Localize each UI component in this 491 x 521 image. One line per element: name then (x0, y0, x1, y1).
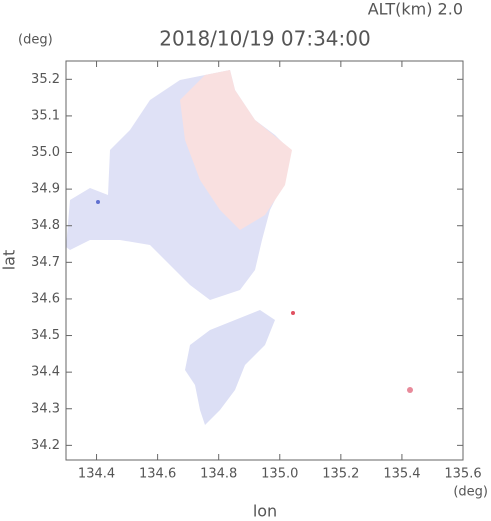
y-tick-label: 35.1 (31, 108, 60, 123)
x-unit: (deg) (453, 485, 488, 500)
x-tick-label: 134.8 (200, 467, 237, 482)
y-tick-label: 35.2 (31, 72, 60, 87)
x-tick-label: 135.0 (261, 467, 298, 482)
x-tick-label: 134.6 (139, 467, 176, 482)
x-tick-label: 135.2 (322, 467, 359, 482)
y-unit: (deg) (18, 33, 53, 48)
y-tick-label: 34.5 (31, 328, 60, 343)
y-tick-label: 34.2 (31, 438, 60, 453)
plot-frame (65, 60, 464, 461)
y-tick-label: 34.9 (31, 182, 60, 197)
x-axis-title: lon (253, 502, 277, 521)
field-pink (180, 70, 292, 230)
chart-title: 2018/10/19 07:34:00 (159, 27, 370, 51)
y-tick-label: 34.4 (31, 365, 60, 380)
x-tick-label: 135.6 (444, 467, 481, 482)
y-tick-label: 34.3 (31, 401, 60, 416)
y-tick-label: 34.8 (31, 218, 60, 233)
y-axis-title: lat (0, 250, 19, 271)
field-south (185, 310, 275, 425)
y-tick-label: 34.6 (31, 291, 60, 306)
x-tick-label: 135.4 (383, 467, 420, 482)
x-tick-label: 134.4 (78, 467, 115, 482)
echo-dot (291, 311, 295, 315)
altitude-label: ALT(km) 2.0 (368, 0, 463, 19)
y-tick-label: 34.7 (31, 255, 60, 270)
echo-dot (407, 387, 413, 393)
y-tick-label: 35.0 (31, 145, 60, 160)
radar-field (66, 70, 413, 425)
echo-dot (96, 200, 100, 204)
